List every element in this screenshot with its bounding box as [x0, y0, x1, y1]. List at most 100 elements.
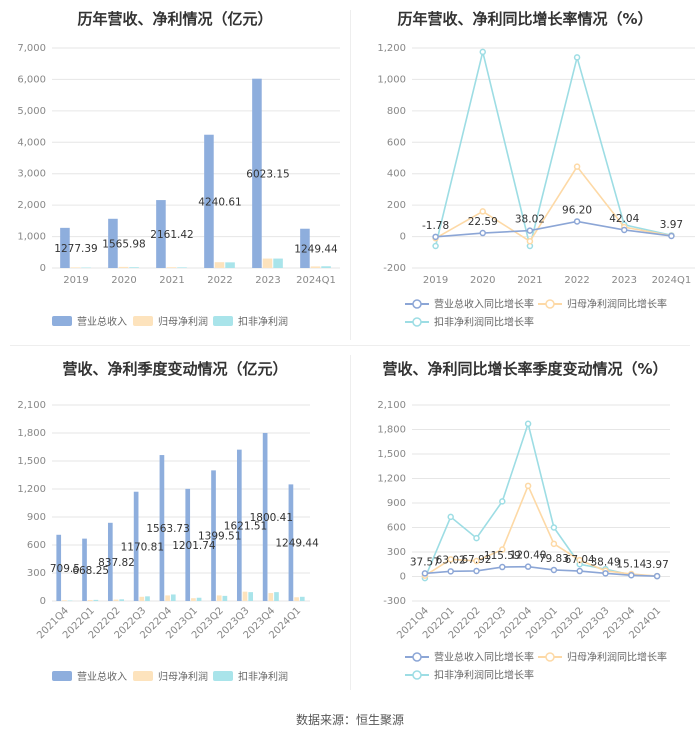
bar — [299, 596, 305, 601]
bar — [252, 78, 262, 269]
y-tick-label: 200 — [387, 200, 406, 211]
data-label: 115.59 — [484, 550, 521, 562]
legend-label: 归母净利润同比增长率 — [567, 298, 667, 311]
data-label: 22.59 — [468, 216, 498, 228]
bar — [62, 600, 67, 601]
bar — [108, 218, 118, 268]
data-point — [447, 513, 454, 521]
bar — [196, 597, 202, 601]
y-tick-label: -300 — [383, 596, 406, 607]
data-label: 96.20 — [562, 204, 592, 216]
legend-label: 扣非净利润 — [238, 670, 288, 683]
bar — [248, 592, 254, 601]
legend-label: 扣非净利润 — [238, 315, 288, 328]
data-point — [573, 218, 581, 225]
data-label: 668.25 — [72, 565, 109, 577]
bar — [159, 455, 165, 601]
data-point — [668, 232, 675, 240]
data-point — [573, 163, 581, 170]
bar — [156, 200, 166, 268]
data-point — [479, 208, 486, 215]
legend: 营业总收入 归母净利润 扣非净利润 — [52, 670, 288, 683]
y-tick-label: 1,000 — [17, 232, 46, 243]
y-tick-label: 300 — [387, 547, 406, 558]
series-line — [434, 51, 672, 247]
y-tick-label: 900 — [27, 512, 46, 523]
bar — [93, 599, 99, 601]
quarterly-amounts-chart: 营收、净利季度变动情况（亿元） 0 300 600 900 1,200 1,500 1,80… — [0, 350, 350, 700]
chart-title: 营收、净利季度变动情况（亿元） — [62, 360, 288, 378]
data-point — [473, 567, 480, 575]
data-point — [524, 482, 532, 490]
legend-label: 扣非净利润同比增长率 — [434, 669, 534, 682]
data-point — [473, 557, 480, 565]
y-tick-label: 1,500 — [377, 449, 406, 460]
data-point — [573, 54, 581, 61]
data-label: 1563.73 — [146, 523, 189, 535]
data-point — [432, 242, 439, 250]
legend-swatch — [133, 671, 153, 681]
data-label: 3.97 — [645, 559, 668, 571]
x-tick-label: 2020 — [470, 275, 495, 286]
legend-label: 归母净利润 — [158, 670, 208, 683]
data-label: 1565.98 — [102, 238, 145, 250]
legend-label: 营业总收入同比增长率 — [434, 298, 534, 311]
divider — [350, 355, 351, 690]
x-tick-label: 2019 — [63, 275, 88, 286]
data-point — [432, 233, 439, 241]
data-label: 837.82 — [98, 557, 135, 569]
y-tick-label: 600 — [27, 540, 46, 551]
data-label: 6023.15 — [246, 168, 289, 180]
data-point — [499, 563, 506, 571]
y-tick-label: 3,000 — [17, 169, 46, 180]
y-tick-label: 4,000 — [17, 137, 46, 148]
legend-swatch — [213, 671, 233, 681]
y-tick-label: 0 — [40, 263, 46, 274]
y-tick-label: 800 — [387, 106, 406, 117]
data-point — [621, 226, 628, 234]
data-label: 15.14 — [616, 558, 646, 570]
data-point — [550, 524, 558, 531]
y-tick-label: 0 — [40, 596, 46, 607]
data-label: 79.83 — [539, 553, 569, 565]
bar — [191, 598, 196, 601]
data-label: 1277.39 — [54, 243, 97, 255]
data-point — [602, 570, 609, 577]
x-tick-label: 2019 — [423, 275, 448, 286]
bar — [214, 262, 225, 268]
data-point — [499, 546, 506, 553]
legend-swatch — [52, 671, 72, 681]
legend-marker — [412, 670, 422, 680]
chart-title: 历年营收、净利同比增长率情况（%） — [397, 10, 653, 28]
x-tick-label: 2024Q1 — [296, 275, 336, 286]
x-tick-label: 2024Q1 — [652, 275, 692, 286]
bar — [118, 266, 129, 268]
y-tick-label: 600 — [387, 523, 406, 534]
x-tick-label: 2021 — [517, 275, 542, 286]
x-tick-label: 2023 — [612, 275, 637, 286]
quarterly-amounts-plot: 03006009001,2001,5001,8002,1002021Q42022… — [17, 400, 319, 683]
y-tick-label: 1,200 — [377, 43, 406, 54]
data-label: 1170.81 — [121, 541, 164, 553]
legend: 营业总收入 归母净利润 扣非净利润 — [52, 315, 288, 328]
y-tick-label: 300 — [27, 568, 46, 579]
bar — [129, 267, 139, 268]
series-line — [424, 565, 658, 577]
bar — [262, 258, 273, 268]
annual-amounts-plot: 0 1,000 2,000 3,000 4,000 5,000 6,000 7,000 2019… — [17, 43, 340, 328]
data-label: 4240.61 — [198, 196, 241, 208]
x-tick-label: 2021 — [159, 275, 184, 286]
y-tick-label: 7,000 — [17, 43, 46, 54]
data-label: 67.04 — [565, 554, 595, 566]
data-point — [479, 48, 486, 56]
quarterly-growth-plot: -30003006009001,2001,5001,8002,1002021Q4… — [377, 400, 670, 682]
bar — [204, 134, 214, 268]
y-tick-label: 2,100 — [377, 400, 406, 411]
y-tick-label: 1,500 — [17, 456, 46, 467]
data-point — [447, 556, 454, 563]
bar — [165, 595, 170, 601]
data-label: 1201.74 — [172, 540, 216, 552]
bar — [211, 470, 216, 601]
divider — [350, 10, 351, 340]
legend-marker — [412, 652, 422, 662]
